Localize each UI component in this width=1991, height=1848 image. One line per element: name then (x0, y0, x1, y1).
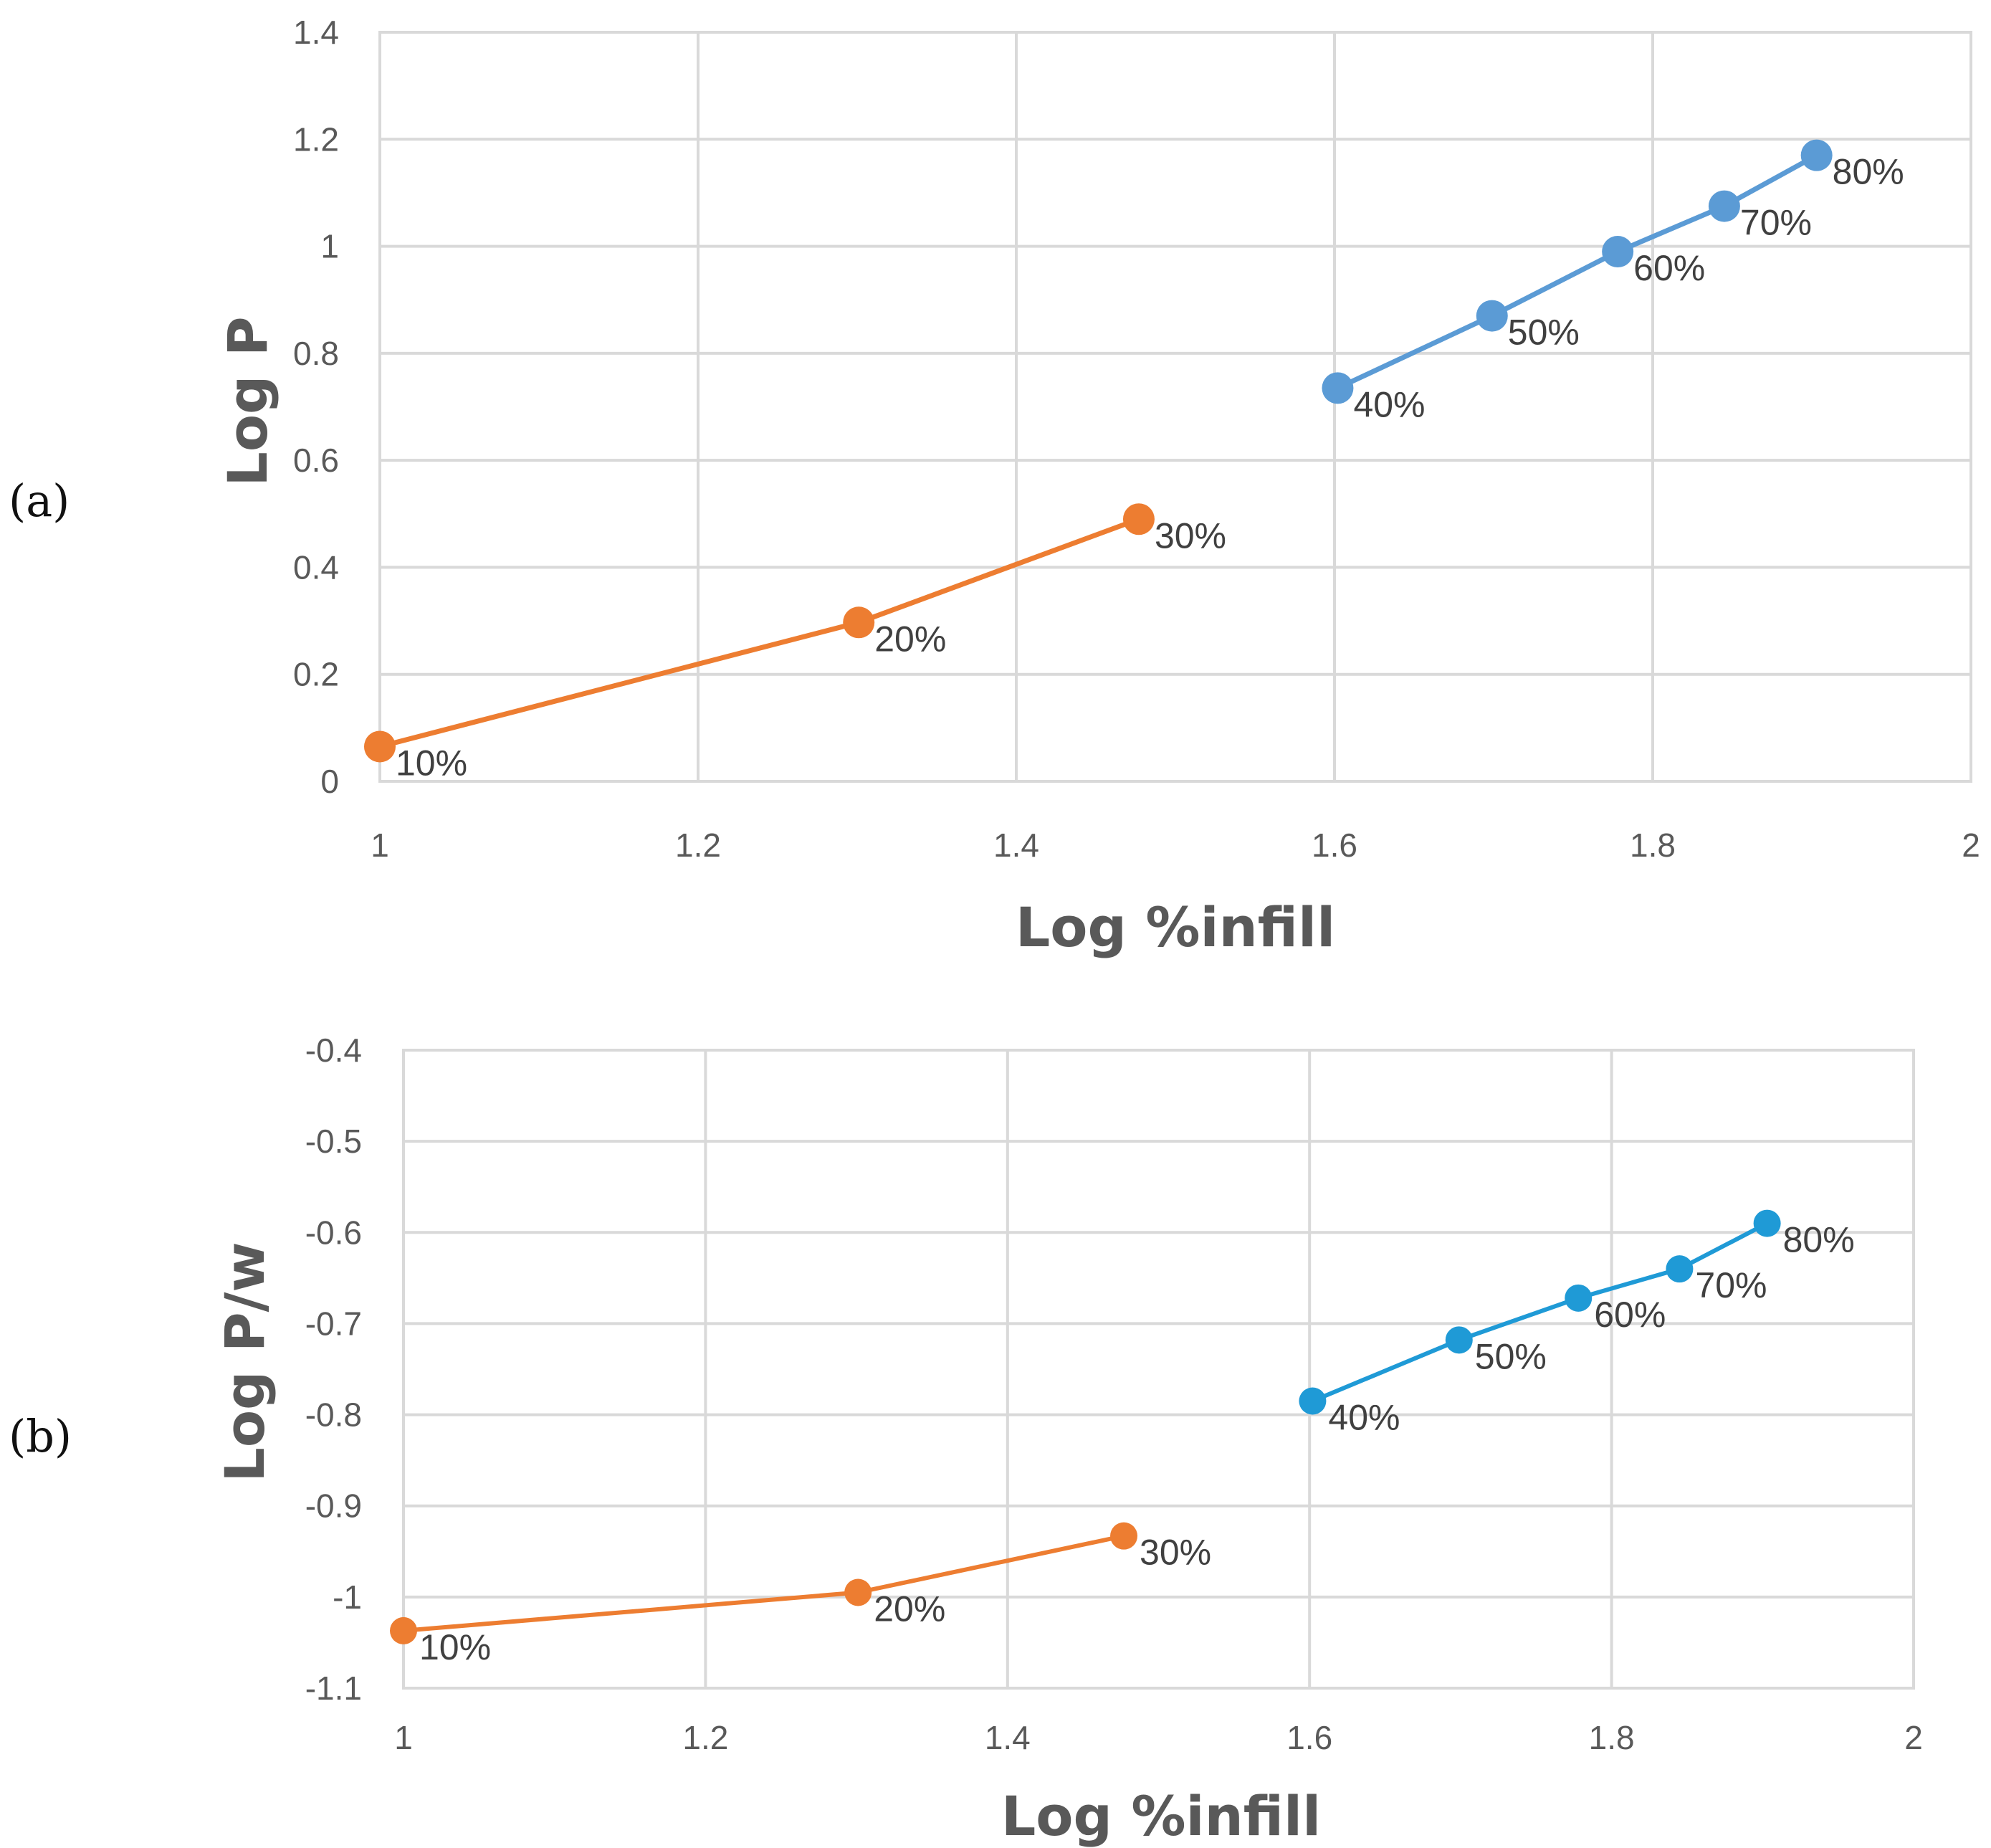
y-tick-label: -0.8 (305, 1396, 362, 1434)
y-tick-label: -0.5 (305, 1123, 362, 1160)
data-point (1565, 1284, 1593, 1312)
plot-frame (402, 1049, 1915, 1690)
x-tick-label: 1.8 (1589, 1719, 1635, 1756)
data-label: 60% (1594, 1295, 1666, 1335)
data-point (1110, 1522, 1138, 1550)
y-tick-label: 0 (320, 763, 339, 800)
x-tick-label: 1.2 (675, 827, 721, 864)
data-label: 30% (1140, 1533, 1211, 1573)
x-tick-label: 1.6 (1312, 827, 1357, 864)
x-tick-label: 1 (394, 1719, 413, 1756)
y-axis-title: Log P (216, 316, 280, 486)
x-tick-label: 1 (371, 827, 389, 864)
data-label: 50% (1475, 1336, 1547, 1376)
x-axis-title: Log %infill (1016, 895, 1335, 959)
x-tick-label: 1.4 (993, 827, 1039, 864)
data-label: 70% (1695, 1265, 1767, 1305)
y-tick-label: 0.8 (293, 335, 339, 372)
data-point (364, 730, 396, 763)
data-point (1800, 139, 1833, 171)
data-point (390, 1616, 417, 1644)
data-label: 10% (419, 1627, 491, 1667)
y-axis-title: Log P/w (213, 1242, 277, 1482)
data-label: 40% (1328, 1398, 1400, 1438)
series-low-infill: 10% 20% 30% (364, 503, 1226, 783)
data-label: 20% (874, 1589, 945, 1629)
data-point (1122, 503, 1155, 535)
x-tick-label: 1.6 (1286, 1719, 1332, 1756)
y-tick-label: 0.4 (293, 548, 339, 586)
y-tick-label: 1.2 (293, 120, 339, 158)
data-point (1666, 1255, 1694, 1283)
data-label: 70% (1740, 203, 1812, 243)
data-point (843, 606, 875, 639)
y-tick-label: 0.6 (293, 442, 339, 479)
panel-label: (a) (9, 475, 70, 527)
series-low-infill: 10% 20% 30% (390, 1522, 1211, 1667)
y-tick-label: -1.1 (305, 1670, 362, 1707)
y-tick-label: 0.2 (293, 656, 339, 693)
chart-b: (b) 1 1.2 1.4 1.6 1.8 2 -1.1 -1 -0.9 -0.8 -0.7 -0.6 -… (9, 1032, 1923, 1848)
y-tick-label: -0.9 (305, 1487, 362, 1525)
data-label: 10% (396, 743, 467, 783)
gridlines (378, 31, 1972, 783)
series-line (401, 1533, 1127, 1633)
y-tick-label: -0.7 (305, 1305, 362, 1342)
data-label: 30% (1155, 515, 1226, 556)
x-tick-label: 1.4 (985, 1719, 1031, 1756)
data-point (844, 1578, 872, 1606)
x-tick-label: 2 (1904, 1719, 1923, 1756)
chart-a: (a) 1 1.2 1.4 1.6 1.8 2 0 0.2 0.4 0.6 0.8 1 1.2 1.4 Log… (9, 14, 1980, 959)
y-tick-label: 1.4 (293, 14, 339, 51)
data-label: 80% (1783, 1220, 1855, 1260)
data-point (1299, 1387, 1327, 1415)
data-label: 20% (874, 619, 946, 659)
data-point (1476, 300, 1508, 332)
y-tick-label: -0.6 (305, 1214, 362, 1251)
y-tick-label: 1 (320, 228, 339, 265)
series-high-infill: 40% 50% 60% 70% 80% (1299, 1209, 1855, 1438)
data-label: 60% (1633, 248, 1705, 288)
panel-label: (b) (9, 1410, 72, 1462)
y-tick-label: -0.4 (305, 1032, 362, 1069)
gridlines (402, 1049, 1915, 1690)
data-label: 80% (1833, 152, 1904, 192)
x-axis-title: Log %infill (1001, 1784, 1321, 1848)
data-label: 40% (1353, 384, 1425, 424)
data-label: 50% (1508, 313, 1580, 353)
data-point (1753, 1209, 1781, 1237)
x-tick-label: 1.2 (682, 1719, 728, 1756)
plot-frame (378, 31, 1972, 783)
x-tick-label: 1.8 (1630, 827, 1676, 864)
data-point (1602, 236, 1634, 268)
data-point (1445, 1326, 1473, 1354)
data-point (1708, 190, 1740, 222)
data-point (1322, 372, 1354, 404)
y-tick-label: -1 (333, 1578, 362, 1616)
x-tick-label: 2 (1962, 827, 1980, 864)
series-high-infill: 40% 50% 60% 70% 80% (1322, 139, 1904, 424)
series-line (377, 516, 1142, 749)
